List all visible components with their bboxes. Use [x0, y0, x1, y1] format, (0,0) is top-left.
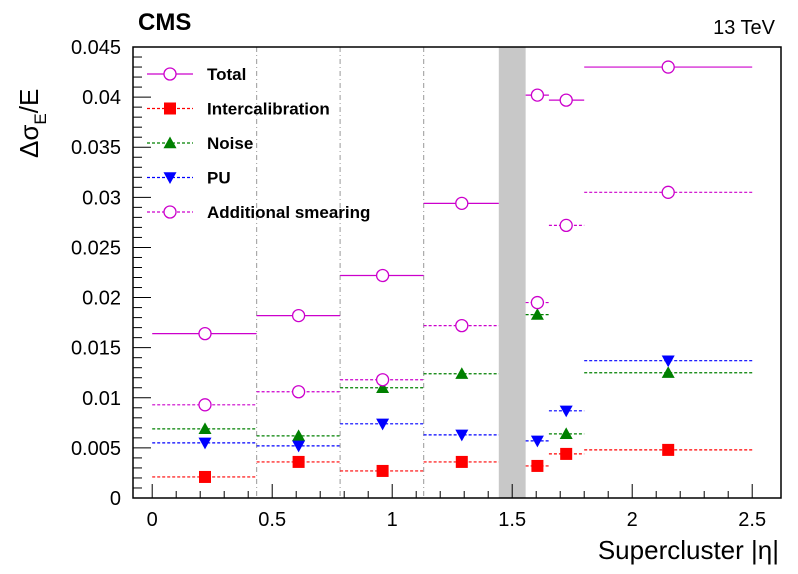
y-axis-label-tail: /E: [14, 89, 44, 114]
data-point-additional-smearing-3: [455, 318, 469, 333]
x-tick-label: 2.5: [738, 509, 766, 531]
data-point-pu-1: [292, 440, 306, 453]
legend-entry-total: Total: [147, 65, 246, 84]
series-total: [152, 60, 753, 341]
legend-entry-noise: Noise: [147, 134, 253, 153]
y-tick-label: 0.005: [71, 438, 121, 460]
legend-marker-additional-smearing: [163, 205, 177, 219]
data-point-noise-0: [198, 422, 212, 435]
legend-label-intercalibration: Intercalibration: [207, 100, 330, 119]
legend-label-noise: Noise: [207, 134, 253, 153]
data-point-pu-5: [559, 405, 573, 418]
legend-label-additional-smearing: Additional smearing: [207, 203, 370, 222]
data-point-intercalibration-2: [376, 464, 389, 477]
data-point-additional-smearing-6: [661, 185, 675, 199]
data-point-total-0: [198, 326, 212, 341]
data-point-noise-1: [292, 429, 306, 442]
legend-marker-total: [163, 67, 177, 81]
x-tick-label: 0.5: [258, 509, 286, 531]
series-pu: [152, 355, 753, 453]
data-point-pu-0: [198, 437, 212, 450]
data-point-total-1: [291, 308, 306, 323]
data-point-additional-smearing-1: [291, 385, 306, 399]
y-tick-label: 0.02: [82, 288, 121, 310]
x-tick-label: 0: [147, 509, 158, 531]
legend-marker-intercalibration: [164, 102, 176, 115]
x-axis-label: Supercluster |η|: [598, 535, 779, 565]
data-point-additional-smearing-4: [530, 295, 545, 310]
data-point-total-6: [661, 60, 675, 74]
series-intercalibration: [152, 443, 753, 483]
x-tick-label: 1: [387, 509, 398, 531]
legend-entry-pu: PU: [147, 169, 231, 188]
legend-entry-intercalibration: Intercalibration: [147, 100, 330, 119]
series-additional-smearing: [152, 185, 753, 412]
legend-label-pu: PU: [207, 169, 231, 188]
legend-marker-pu: [163, 172, 177, 184]
y-tick-label: 0.03: [82, 187, 121, 209]
eb-ee-gap-band: [498, 47, 526, 498]
data-point-intercalibration-1: [292, 455, 305, 468]
data-point-total-5: [559, 93, 573, 107]
energy-label: 13 TeV: [713, 17, 776, 39]
y-tick-label: 0.04: [82, 87, 121, 109]
data-point-additional-smearing-0: [198, 398, 212, 412]
data-point-pu-2: [376, 418, 390, 431]
x-tick-label: 1.5: [498, 509, 526, 531]
y-axis-label: ΔσE/E: [14, 89, 50, 158]
plot-frame: [132, 46, 782, 499]
legend-label-total: Total: [207, 65, 246, 84]
data-point-total-3: [455, 196, 469, 210]
y-tick-label: 0.045: [71, 37, 121, 59]
data-point-noise-2: [376, 381, 390, 393]
data-point-total-4: [530, 88, 545, 102]
data-point-intercalibration-6: [662, 443, 675, 456]
data-point-intercalibration-5: [560, 447, 573, 460]
y-tick-label: 0: [110, 488, 121, 510]
data-point-noise-3: [455, 367, 469, 379]
y-tick-label: 0.035: [71, 137, 121, 159]
data-point-additional-smearing-5: [559, 218, 573, 233]
x-tick-label: 2: [627, 509, 638, 531]
data-point-pu-6: [661, 355, 675, 368]
legend-entry-additional-smearing: Additional smearing: [147, 203, 370, 222]
data-point-additional-smearing-2: [375, 373, 390, 387]
experiment-label: CMS: [138, 9, 191, 36]
y-axis-label-sub: E: [31, 113, 50, 124]
data-point-noise-4: [530, 308, 544, 320]
series-noise: [152, 308, 753, 442]
y-tick-label: 0.015: [71, 338, 121, 360]
y-tick-label: 0.01: [82, 388, 121, 410]
data-point-noise-5: [559, 427, 573, 440]
data-point-intercalibration-4: [531, 459, 544, 472]
legend-marker-noise: [163, 136, 177, 149]
data-point-total-2: [375, 268, 390, 283]
data-point-intercalibration-3: [455, 455, 468, 468]
y-axis-label-main: Δσ: [14, 125, 44, 158]
data-point-pu-4: [530, 435, 544, 448]
data-point-intercalibration-0: [199, 470, 211, 483]
data-point-noise-6: [661, 366, 675, 378]
data-point-pu-3: [455, 429, 469, 442]
y-tick-label: 0.025: [71, 237, 121, 259]
